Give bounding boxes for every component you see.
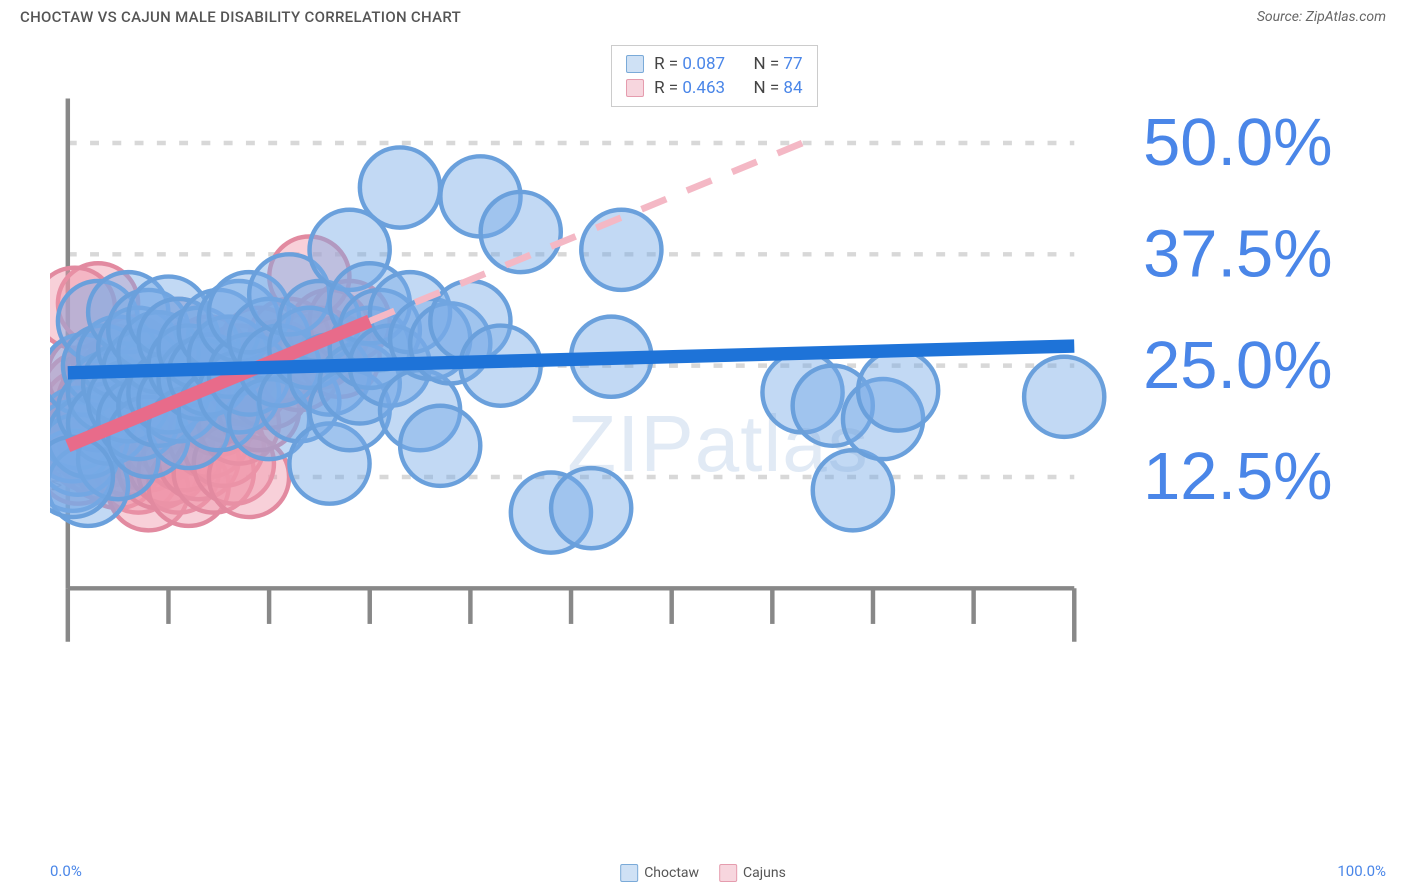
svg-text:50.0%: 50.0% [1143,106,1332,180]
svg-text:37.5%: 37.5% [1143,218,1332,292]
r-label: R = 0.463 [654,78,725,98]
legend-item: Cajuns [719,864,786,882]
swatch [626,79,644,97]
scatter-plot-svg: 12.5% 25.0% 37.5% 50.0% [50,45,1386,713]
data-point [360,147,440,227]
stats-row: R = 0.087 N = 77 [626,52,802,76]
swatch [620,864,638,882]
swatch [626,55,644,73]
legend-label: Cajuns [743,865,786,881]
n-label: N = 77 [754,54,803,74]
data-point [50,437,113,517]
x-min-label: 0.0% [50,862,82,880]
data-point [551,468,631,548]
data-point [581,210,661,290]
chart-title: CHOCTAW VS CAJUN MALE DISABILITY CORRELA… [20,8,461,26]
swatch [719,864,737,882]
stats-row: R = 0.463 N = 84 [626,76,802,100]
r-label: R = 0.087 [654,54,725,74]
data-point [813,450,893,530]
legend-label: Choctaw [644,865,699,881]
bottom-legend: Choctaw Cajuns [620,864,786,882]
svg-text:12.5%: 12.5% [1143,440,1332,514]
n-label: N = 84 [754,78,803,98]
stats-legend-box: R = 0.087 N = 77 R = 0.463 N = 84 [611,45,817,107]
data-point [400,406,480,486]
x-max-label: 100.0% [1337,862,1386,880]
chart-area: 12.5%25.0%37.5%50.0% ZIPatlas R = 0.087 … [50,45,1386,842]
legend-item: Choctaw [620,864,699,882]
svg-text:25.0%: 25.0% [1143,329,1332,403]
source-credit: Source: ZipAtlas.com [1257,9,1386,25]
data-point [858,350,938,430]
data-point [1024,357,1104,437]
